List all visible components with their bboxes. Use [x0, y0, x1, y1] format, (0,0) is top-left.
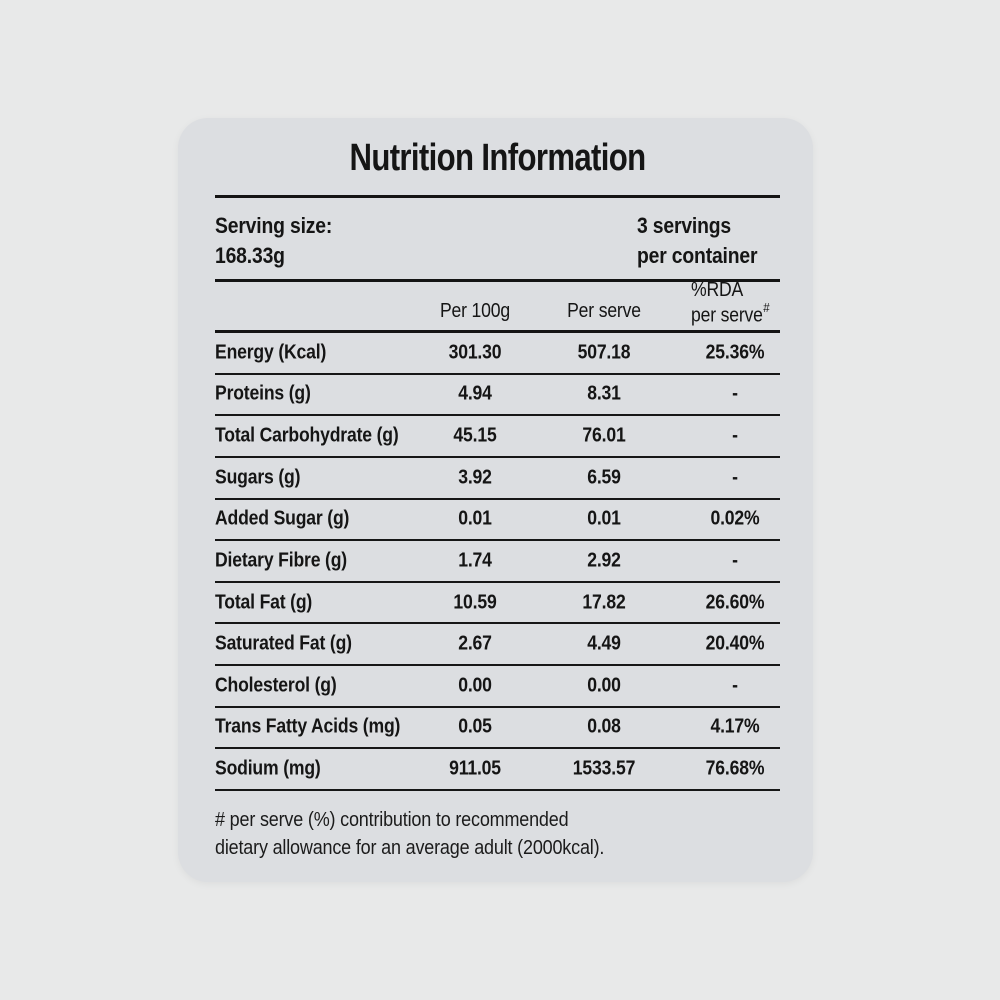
table-row: Proteins (g) 4.94 8.31 -	[215, 375, 780, 417]
card-content: Nutrition Information Serving size: 168.…	[215, 118, 780, 862]
per-serve-value: 4.49	[587, 632, 621, 655]
serving-size-block: Serving size: 168.33g	[215, 211, 332, 271]
per-100g-value: 4.94	[458, 382, 492, 405]
per-serve-value: 507.18	[577, 341, 631, 364]
nutrition-card: Nutrition Information Serving size: 168.…	[178, 118, 813, 882]
rda-value: 76.68%	[705, 757, 765, 780]
table-row: Total Fat (g) 10.59 17.82 26.60%	[215, 583, 780, 625]
column-header-per-serve: Per serve	[567, 300, 641, 322]
table-row: Total Carbohydrate (g) 45.15 76.01 -	[215, 416, 780, 458]
table-header-row: Per 100g Per serve %RDA per serve#	[215, 279, 780, 330]
divider-header	[215, 330, 780, 333]
rda-value: -	[732, 382, 738, 405]
divider-top	[215, 195, 780, 198]
nutrient-label: Cholesterol (g)	[215, 674, 337, 697]
per-100g-value: 10.59	[453, 591, 497, 614]
nutrient-label: Dietary Fibre (g)	[215, 549, 347, 572]
servings-count: 3 servings	[637, 213, 732, 238]
per-serve-value: 0.08	[587, 715, 621, 738]
table-row: Sodium (mg) 911.05 1533.57 76.68%	[215, 749, 780, 791]
nutrient-label: Total Carbohydrate (g)	[215, 424, 399, 447]
serving-size-label: Serving size:	[215, 213, 333, 238]
footnote-line1: # per serve (%) contribution to recommen…	[215, 808, 569, 831]
divider-serving	[215, 279, 780, 282]
per-serve-value: 0.00	[587, 674, 621, 697]
per-serve-value: 17.82	[582, 591, 626, 614]
column-header-rda-line1: %RDA	[691, 279, 744, 302]
per-100g-value: 911.05	[449, 757, 501, 780]
rda-value: 26.60%	[705, 591, 765, 614]
serving-size-value: 168.33g	[215, 243, 285, 268]
per-100g-value: 0.01	[458, 507, 492, 530]
rda-value: 4.17%	[710, 715, 760, 738]
nutrient-label: Total Fat (g)	[215, 591, 313, 614]
per-serve-value: 76.01	[582, 424, 626, 447]
rda-value: 20.40%	[705, 632, 765, 655]
per-100g-value: 45.15	[453, 424, 497, 447]
table-row: Energy (Kcal) 301.30 507.18 25.36%	[215, 333, 780, 375]
nutrient-label: Saturated Fat (g)	[215, 632, 352, 655]
nutrient-label: Proteins (g)	[215, 382, 311, 405]
nutrient-label: Trans Fatty Acids (mg)	[215, 715, 401, 738]
column-header-per-100g: Per 100g	[439, 300, 511, 322]
per-serve-value: 6.59	[587, 466, 621, 489]
rda-value: -	[732, 424, 738, 447]
per-serve-value: 8.31	[587, 382, 621, 405]
nutrient-label: Energy (Kcal)	[215, 341, 327, 364]
rda-footnote-marker: #	[763, 300, 770, 316]
column-header-rda: %RDA per serve#	[691, 279, 770, 327]
servings-unit: per container	[637, 243, 758, 268]
per-100g-value: 0.05	[458, 715, 492, 738]
per-100g-value: 301.30	[448, 341, 502, 364]
column-header-rda-line2: per serve#	[691, 300, 770, 327]
table-row: Added Sugar (g) 0.01 0.01 0.02%	[215, 500, 780, 542]
rda-value: -	[732, 549, 738, 572]
serving-section: Serving size: 168.33g 3 servings per con…	[215, 211, 780, 271]
per-serve-value: 2.92	[587, 549, 621, 572]
nutrition-table-body: Energy (Kcal) 301.30 507.18 25.36% Prote…	[215, 333, 780, 791]
table-row: Trans Fatty Acids (mg) 0.05 0.08 4.17%	[215, 708, 780, 750]
table-row: Sugars (g) 3.92 6.59 -	[215, 458, 780, 500]
rda-value: 25.36%	[705, 341, 765, 364]
per-100g-value: 2.67	[458, 632, 492, 655]
per-serve-value: 0.01	[587, 507, 621, 530]
nutrient-label: Added Sugar (g)	[215, 507, 350, 530]
table-row: Dietary Fibre (g) 1.74 2.92 -	[215, 541, 780, 583]
nutrient-label: Sugars (g)	[215, 466, 301, 489]
table-row: Saturated Fat (g) 2.67 4.49 20.40%	[215, 624, 780, 666]
rda-value: 0.02%	[710, 507, 760, 530]
per-100g-value: 1.74	[458, 549, 492, 572]
table-row: Cholesterol (g) 0.00 0.00 -	[215, 666, 780, 708]
footnote-line2: dietary allowance for an average adult (…	[215, 836, 605, 859]
per-100g-value: 0.00	[458, 674, 492, 697]
servings-per-container-block: 3 servings per container	[637, 211, 758, 271]
page-title: Nutrition Information	[349, 137, 646, 179]
footnote: # per serve (%) contribution to recommen…	[215, 806, 724, 862]
rda-value: -	[732, 674, 738, 697]
per-serve-value: 1533.57	[572, 757, 636, 780]
nutrient-label: Sodium (mg)	[215, 757, 321, 780]
rda-value: -	[732, 466, 738, 489]
per-100g-value: 3.92	[458, 466, 492, 489]
